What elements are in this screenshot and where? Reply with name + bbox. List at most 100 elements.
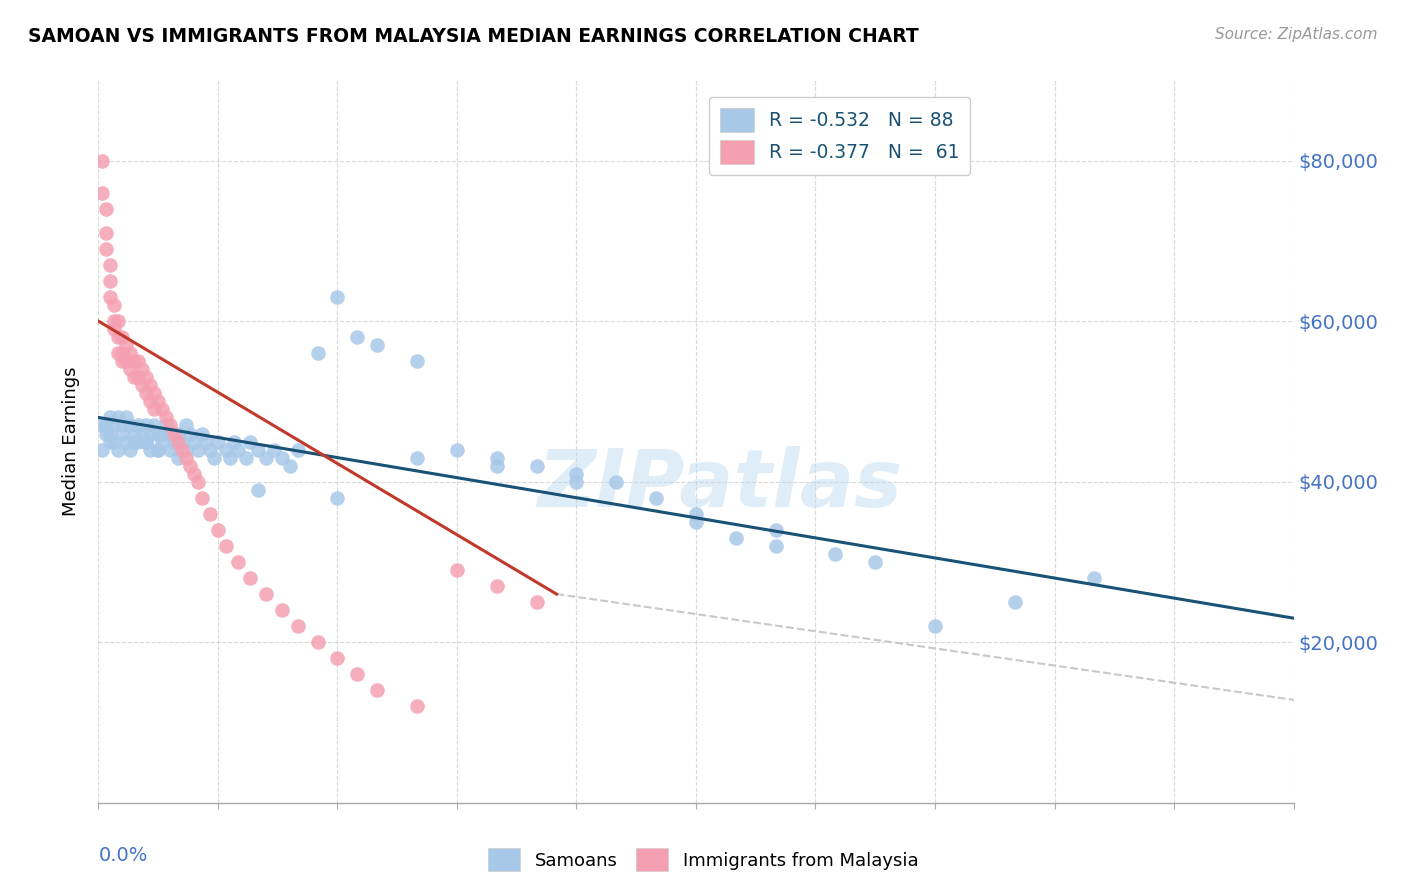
Point bbox=[115, 434, 138, 449]
Point bbox=[187, 442, 209, 457]
Point bbox=[765, 523, 787, 537]
Point bbox=[143, 402, 166, 417]
Point bbox=[163, 426, 186, 441]
Point bbox=[174, 442, 197, 457]
Point bbox=[135, 370, 157, 384]
Point bbox=[526, 595, 548, 609]
Text: SAMOAN VS IMMIGRANTS FROM MALAYSIA MEDIAN EARNINGS CORRELATION CHART: SAMOAN VS IMMIGRANTS FROM MALAYSIA MEDIA… bbox=[28, 27, 920, 45]
Point bbox=[207, 523, 229, 537]
Point bbox=[111, 354, 134, 368]
Point bbox=[135, 434, 157, 449]
Point bbox=[724, 531, 747, 545]
Text: Source: ZipAtlas.com: Source: ZipAtlas.com bbox=[1215, 27, 1378, 42]
Point bbox=[98, 410, 122, 425]
Point bbox=[605, 475, 627, 489]
Point bbox=[167, 426, 190, 441]
Point bbox=[167, 450, 190, 465]
Point bbox=[1083, 571, 1105, 585]
Point bbox=[263, 442, 285, 457]
Point bbox=[254, 587, 277, 601]
Point bbox=[124, 434, 146, 449]
Point bbox=[103, 322, 125, 336]
Point bbox=[485, 458, 508, 473]
Point bbox=[107, 330, 129, 344]
Point bbox=[195, 434, 218, 449]
Y-axis label: Median Earnings: Median Earnings bbox=[62, 367, 80, 516]
Point bbox=[91, 153, 114, 168]
Point bbox=[207, 434, 229, 449]
Point bbox=[115, 410, 138, 425]
Point bbox=[159, 442, 181, 457]
Point bbox=[406, 354, 429, 368]
Point bbox=[326, 491, 349, 505]
Point bbox=[124, 426, 146, 441]
Point bbox=[103, 434, 125, 449]
Point bbox=[326, 290, 349, 304]
Point bbox=[824, 547, 846, 561]
Point bbox=[120, 442, 142, 457]
Point bbox=[131, 426, 153, 441]
Point bbox=[222, 434, 245, 449]
Point bbox=[98, 258, 122, 272]
Point bbox=[865, 555, 887, 569]
Point bbox=[226, 555, 249, 569]
Point bbox=[120, 418, 142, 433]
Point bbox=[565, 475, 588, 489]
Point bbox=[326, 651, 349, 665]
Point bbox=[685, 507, 707, 521]
Point bbox=[765, 539, 787, 553]
Point bbox=[202, 450, 225, 465]
Point bbox=[235, 450, 257, 465]
Point bbox=[287, 442, 309, 457]
Point bbox=[198, 442, 221, 457]
Point bbox=[98, 290, 122, 304]
Point bbox=[127, 354, 149, 368]
Point bbox=[139, 442, 162, 457]
Point bbox=[179, 426, 201, 441]
Point bbox=[406, 699, 429, 714]
Point bbox=[226, 442, 249, 457]
Point bbox=[96, 226, 118, 240]
Point bbox=[307, 635, 329, 649]
Point bbox=[219, 450, 242, 465]
Point bbox=[135, 434, 157, 449]
Point bbox=[91, 418, 114, 433]
Point bbox=[346, 667, 368, 681]
Point bbox=[485, 450, 508, 465]
Point bbox=[565, 467, 588, 481]
Point bbox=[139, 426, 162, 441]
Point bbox=[446, 442, 468, 457]
Point bbox=[148, 394, 170, 409]
Point bbox=[124, 370, 146, 384]
Point bbox=[115, 354, 138, 368]
Point bbox=[91, 442, 114, 457]
Point bbox=[131, 362, 153, 376]
Point bbox=[174, 418, 197, 433]
Point bbox=[98, 274, 122, 288]
Point bbox=[150, 402, 173, 417]
Point bbox=[107, 410, 129, 425]
Point bbox=[111, 346, 134, 360]
Point bbox=[346, 330, 368, 344]
Point bbox=[127, 418, 149, 433]
Point bbox=[183, 467, 205, 481]
Point bbox=[191, 426, 214, 441]
Point bbox=[191, 491, 214, 505]
Point bbox=[239, 434, 262, 449]
Point bbox=[103, 314, 125, 328]
Point bbox=[174, 450, 197, 465]
Point bbox=[96, 426, 118, 441]
Point bbox=[103, 418, 125, 433]
Point bbox=[103, 298, 125, 312]
Point bbox=[107, 346, 129, 360]
Point bbox=[366, 338, 388, 352]
Point bbox=[155, 418, 177, 433]
Point bbox=[645, 491, 668, 505]
Point bbox=[139, 394, 162, 409]
Text: ZIPatlas: ZIPatlas bbox=[537, 446, 903, 524]
Point bbox=[120, 346, 142, 360]
Point bbox=[127, 370, 149, 384]
Point bbox=[287, 619, 309, 633]
Point bbox=[143, 418, 166, 433]
Point bbox=[148, 442, 170, 457]
